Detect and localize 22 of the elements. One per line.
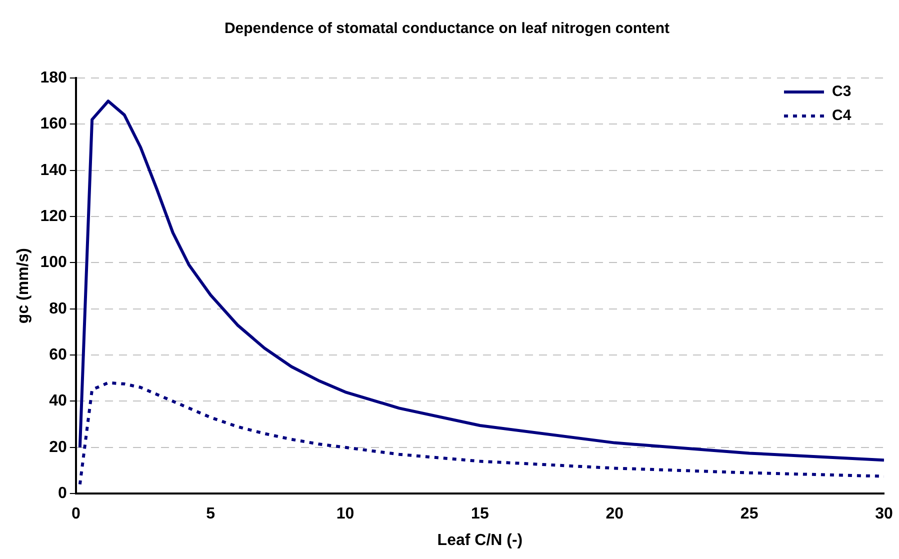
x-tick-label: 25 (740, 506, 758, 523)
x-tick-label: 5 (206, 506, 216, 523)
x-tick-label: 10 (336, 506, 354, 523)
y-tick-label: 140 (40, 162, 67, 179)
y-tick-label: 180 (40, 69, 67, 86)
y-tick-label: 20 (49, 438, 67, 456)
y-tick-label: 160 (40, 116, 67, 133)
y-axis-title: gc (mm/s) (15, 248, 32, 324)
x-tick-label: 15 (471, 506, 489, 523)
y-tick-label: 60 (49, 346, 67, 364)
y-tick-label: 0 (58, 485, 67, 502)
legend-label: C3 (832, 83, 852, 100)
x-tick-label: 30 (875, 506, 893, 523)
y-tick-label: 80 (49, 300, 67, 318)
x-tick-label: 0 (71, 506, 80, 523)
y-tick-label: 100 (40, 254, 67, 272)
chart-title: Dependence of stomatal conductance on leaf nitrogen content (224, 20, 670, 38)
y-tick-label: 40 (49, 392, 67, 410)
y-tick-label: 120 (40, 208, 67, 225)
legend-label: C4 (832, 107, 852, 124)
x-axis-title: Leaf C/N (-) (437, 532, 523, 549)
x-tick-label: 20 (606, 506, 624, 523)
